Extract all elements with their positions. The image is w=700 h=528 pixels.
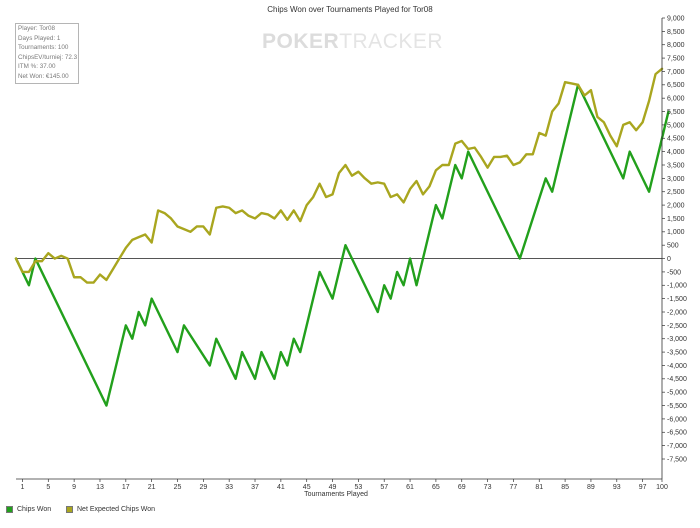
x-tick-label: 53 bbox=[354, 484, 362, 491]
y-tick-label: -500 bbox=[667, 269, 681, 276]
stats-itm: ITM %: 37.00 bbox=[18, 63, 56, 71]
x-tick-label: 37 bbox=[251, 484, 259, 491]
x-tick-label: 45 bbox=[303, 484, 311, 491]
y-tick-label: -2,500 bbox=[667, 323, 687, 330]
x-tick-label: 77 bbox=[510, 484, 518, 491]
stats-net-won: Net Won: €145.00 bbox=[18, 72, 69, 80]
x-tick-label: 5 bbox=[46, 484, 50, 491]
x-tick-label: 100 bbox=[656, 484, 668, 491]
x-tick-label: 29 bbox=[199, 484, 207, 491]
y-tick-label: 1,500 bbox=[667, 216, 685, 223]
x-tick-label: 13 bbox=[96, 484, 104, 491]
y-tick-label: 2,000 bbox=[667, 202, 685, 209]
x-tick-label: 65 bbox=[432, 484, 440, 491]
x-tick-label: 25 bbox=[174, 484, 182, 491]
y-tick-label: 6,000 bbox=[667, 96, 685, 103]
x-tick-label: 85 bbox=[561, 484, 569, 491]
x-tick-label: 81 bbox=[535, 484, 543, 491]
chart-legend: Chips Won Net Expected Chips Won bbox=[0, 503, 700, 523]
x-tick-label: 89 bbox=[587, 484, 595, 491]
y-tick-label: -6,000 bbox=[667, 416, 687, 423]
legend-label-net-expected: Net Expected Chips Won bbox=[77, 506, 156, 513]
y-tick-label: -3,500 bbox=[667, 349, 687, 356]
x-tick-label: 33 bbox=[225, 484, 233, 491]
x-tick-label: 73 bbox=[484, 484, 492, 491]
x-tick-label: 1 bbox=[21, 484, 25, 491]
stats-player: Player: Tor08 bbox=[18, 25, 55, 32]
y-tick-label: 4,000 bbox=[667, 149, 685, 156]
y-tick-label: -3,000 bbox=[667, 336, 687, 343]
y-tick-label: -4,000 bbox=[667, 363, 687, 370]
y-tick-label: 0 bbox=[667, 256, 671, 263]
x-tick-label: 57 bbox=[380, 484, 388, 491]
y-tick-label: 2,500 bbox=[667, 189, 685, 196]
stats-days-played: Days Played: 1 bbox=[18, 34, 61, 42]
y-tick-label: 3,000 bbox=[667, 176, 685, 183]
y-tick-label: 9,000 bbox=[667, 15, 685, 22]
legend-label-chips-won: Chips Won bbox=[17, 506, 52, 513]
x-tick-label: 41 bbox=[277, 484, 285, 491]
y-tick-label: 8,000 bbox=[667, 42, 685, 49]
watermark-brand-rest: TRACKER bbox=[339, 30, 444, 53]
x-axis: 1 5 9 13 17 21 25 29 33 37 41 45 49 53 57 61 65 69 73 77 81 8… bbox=[16, 478, 668, 491]
player-stats-box: Player: Tor08 Days Played: 1 Tournaments… bbox=[15, 23, 79, 84]
y-tick-label: 7,500 bbox=[667, 55, 685, 62]
chart-title: Chips Won over Tournaments Played for To… bbox=[267, 5, 433, 14]
series-line-net-expected-chips-won bbox=[14, 67, 664, 284]
stats-chips-ev: ChipsEV/turniej: 72.3 bbox=[18, 53, 78, 61]
watermark-brand-main: POKER bbox=[262, 30, 340, 53]
y-tick-label: 5,000 bbox=[667, 122, 685, 129]
legend-item-net-expected[interactable]: Net Expected Chips Won bbox=[66, 506, 155, 513]
y-tick-label: -5,500 bbox=[667, 403, 687, 410]
x-tick-label: 21 bbox=[148, 484, 156, 491]
y-tick-label: 500 bbox=[667, 243, 679, 250]
y-tick-label: 6,500 bbox=[667, 82, 685, 89]
y-axis: 9,000 8,500 8,000 7,500 7,000 6,500 6,000 5,500… bbox=[661, 15, 687, 479]
legend-swatch-chips-won bbox=[6, 506, 13, 513]
y-tick-label: 1,000 bbox=[667, 229, 685, 236]
stats-tournaments: Tournaments: 100 bbox=[18, 44, 69, 52]
x-tick-label: 97 bbox=[639, 484, 647, 491]
y-tick-label: 4,500 bbox=[667, 136, 685, 143]
y-tick-label: -7,000 bbox=[667, 443, 687, 450]
y-tick-label: 7,000 bbox=[667, 69, 685, 76]
legend-swatch-net-expected bbox=[66, 506, 73, 513]
y-tick-label: 5,500 bbox=[667, 109, 685, 116]
y-tick-label: -7,500 bbox=[667, 456, 687, 463]
y-tick-label: -5,000 bbox=[667, 390, 687, 397]
plot-area bbox=[14, 67, 670, 407]
y-tick-label: -1,000 bbox=[667, 283, 687, 290]
y-tick-label: -6,500 bbox=[667, 430, 687, 437]
x-tick-label: 69 bbox=[458, 484, 466, 491]
legend-item-chips-won[interactable]: Chips Won bbox=[6, 506, 51, 513]
y-tick-label: 3,500 bbox=[667, 162, 685, 169]
x-tick-label: 9 bbox=[72, 484, 76, 491]
x-tick-label: 49 bbox=[329, 484, 337, 491]
pokertracker-watermark: POKERTRACKER bbox=[262, 30, 443, 54]
x-tick-label: 93 bbox=[613, 484, 621, 491]
x-tick-label: 17 bbox=[122, 484, 130, 491]
x-axis-title: Tournaments Played bbox=[304, 491, 368, 498]
x-tick-label: 61 bbox=[406, 484, 414, 491]
y-tick-label: -2,000 bbox=[667, 309, 687, 316]
y-tick-label: 8,500 bbox=[667, 29, 685, 36]
series-line-chips-won bbox=[14, 83, 670, 407]
y-tick-label: -1,500 bbox=[667, 296, 687, 303]
y-tick-label: -4,500 bbox=[667, 376, 687, 383]
